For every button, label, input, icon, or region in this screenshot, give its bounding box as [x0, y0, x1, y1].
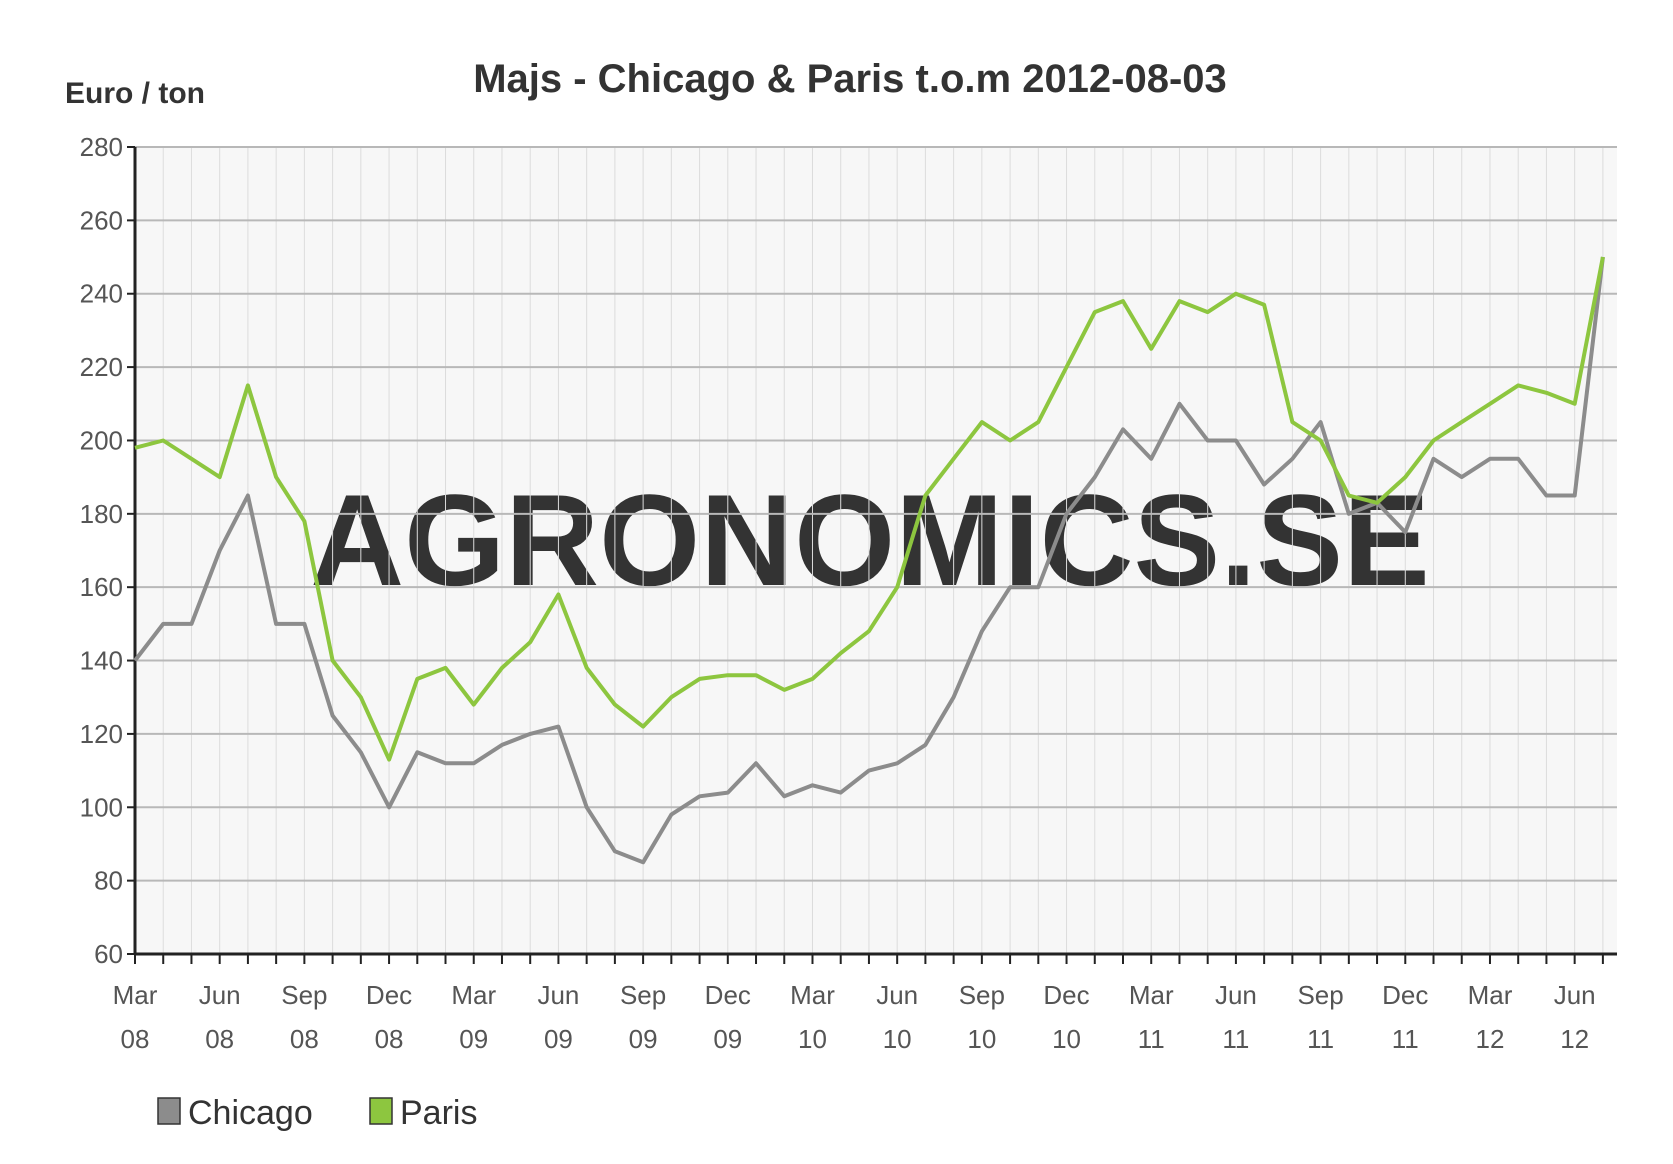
y-tick-label: 260 — [80, 205, 123, 235]
y-tick-label: 60 — [94, 939, 123, 969]
chart-title: Majs - Chicago & Paris t.o.m 2012-08-03 — [473, 57, 1227, 101]
y-tick-label: 100 — [80, 792, 123, 822]
x-tick-label: Dec 11 — [1382, 980, 1428, 1054]
legend-label: Chicago — [188, 1094, 313, 1132]
legend-swatch — [369, 1097, 393, 1125]
plot-area — [135, 147, 1617, 954]
y-tick-label: 280 — [80, 132, 123, 162]
x-tick-label: Jun 11 — [1215, 980, 1257, 1054]
x-tick-label: Sep 09 — [620, 980, 666, 1054]
x-tick-label: Mar 09 — [451, 980, 496, 1054]
y-tick-label: 220 — [80, 352, 123, 382]
y-tick-label: 80 — [94, 866, 123, 896]
x-tick-label: Mar 12 — [1468, 980, 1513, 1054]
x-tick-label: Jun 10 — [876, 980, 918, 1054]
x-tick-label: Jun 08 — [199, 980, 241, 1054]
x-tick-label: Dec 08 — [366, 980, 412, 1054]
x-tick-label: Sep 11 — [1297, 980, 1343, 1054]
x-tick-label: Jun 09 — [537, 980, 579, 1054]
x-tick-label: Jun 12 — [1554, 980, 1596, 1054]
x-tick-label: Dec 10 — [1043, 980, 1089, 1054]
legend-swatch — [157, 1097, 181, 1125]
watermark: AGRONOMICS.SE — [310, 467, 1430, 613]
x-tick-label: Dec 09 — [705, 980, 751, 1054]
y-tick-label: 240 — [80, 279, 123, 309]
y-tick-label: 200 — [80, 425, 123, 455]
x-tick-label: Mar 08 — [113, 980, 158, 1054]
x-tick-label: Mar 10 — [790, 980, 835, 1054]
y-tick-label: 180 — [80, 499, 123, 529]
y-tick-label: 160 — [80, 572, 123, 602]
x-tick-label: Mar 11 — [1129, 980, 1174, 1054]
x-tick-label: Sep 10 — [959, 980, 1005, 1054]
legend-label: Paris — [400, 1094, 477, 1132]
series-line — [133, 256, 1605, 865]
series-line — [134, 256, 1605, 762]
y-axis-label: Euro / ton — [65, 77, 205, 110]
y-tick-label: 140 — [80, 646, 123, 676]
y-tick-label: 120 — [80, 719, 123, 749]
x-tick-label: Sep 08 — [281, 980, 327, 1054]
